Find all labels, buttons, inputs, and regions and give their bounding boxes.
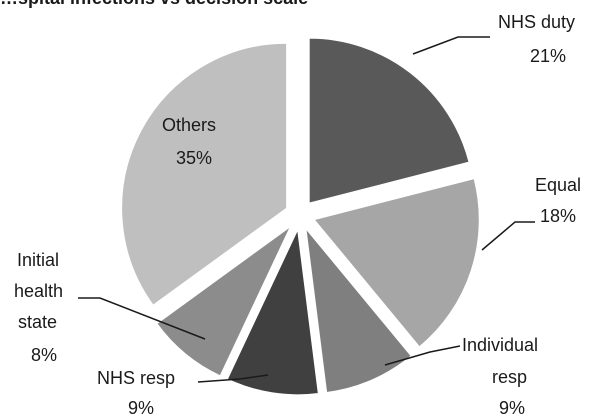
leader-equal xyxy=(481,221,535,251)
leader-individual-resp xyxy=(384,345,461,366)
pie-slice-initial-health-state xyxy=(156,226,291,377)
pie-slice-equal xyxy=(313,177,480,348)
label-nhs-duty: NHS duty xyxy=(498,12,575,32)
leader-nhs-duty xyxy=(412,36,490,55)
pie-slices xyxy=(121,37,480,396)
pie-slice-nhs-duty xyxy=(308,37,470,204)
value-individual-resp: 9% xyxy=(499,398,525,417)
value-others: 35% xyxy=(176,148,212,168)
label-initial-line2: health xyxy=(14,281,63,301)
label-equal: Equal xyxy=(535,175,581,195)
leader-initial-health-state xyxy=(78,297,206,340)
value-initial-health-state: 8% xyxy=(31,345,57,365)
label-individual-resp-line2: resp xyxy=(492,367,527,387)
label-nhs-resp: NHS resp xyxy=(97,368,175,388)
leader-nhs-resp xyxy=(197,374,269,383)
pie-slice-others xyxy=(121,42,288,306)
value-equal: 18% xyxy=(540,206,576,226)
chart-title: …spital infections vs decision scale xyxy=(0,0,308,8)
label-individual-resp-line1: Individual xyxy=(462,335,538,355)
label-initial-line1: Initial xyxy=(17,250,59,270)
label-others: Others xyxy=(162,115,216,135)
label-initial-line3: state xyxy=(18,312,57,332)
pie-slice-individual-resp xyxy=(305,227,412,394)
value-nhs-duty: 21% xyxy=(530,46,566,66)
value-nhs-resp: 9% xyxy=(128,398,154,417)
